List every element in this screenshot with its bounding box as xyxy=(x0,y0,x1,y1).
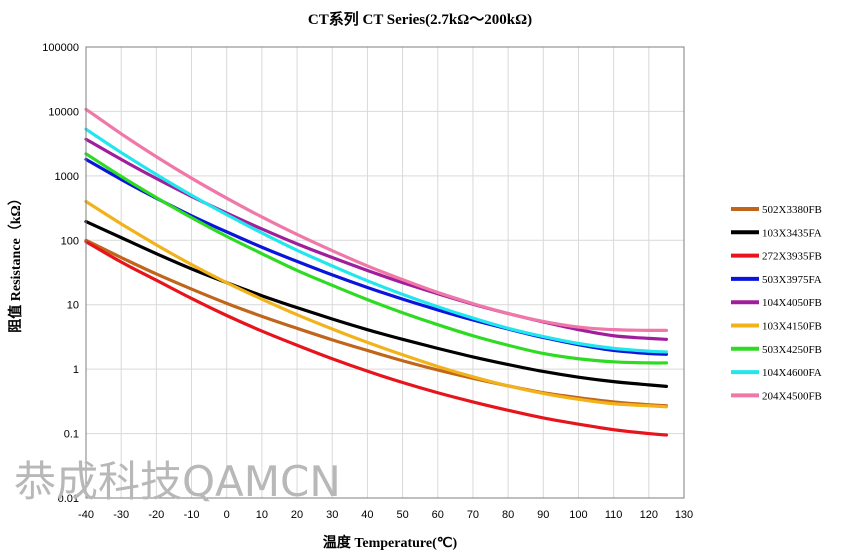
x-axis-label: 温度 Temperature(℃) xyxy=(323,534,458,551)
legend-label: 503X4250FB xyxy=(762,344,822,356)
legend-label: 503X3975FA xyxy=(762,274,822,286)
legend-label: 103X3435FA xyxy=(762,227,822,239)
plot-area-frame xyxy=(85,46,685,499)
legend-label: 204X4500FB xyxy=(762,390,822,402)
y-tick-label: 1000 xyxy=(55,171,79,183)
watermark-text: 恭成科技QAMCN xyxy=(14,457,341,506)
x-tick-label: 10 xyxy=(256,509,268,521)
y-tick-label: 1 xyxy=(73,364,79,376)
x-tick-label: 80 xyxy=(502,509,514,521)
legend-label: 502X3380FB xyxy=(762,204,822,216)
series-line-503X4250FB xyxy=(84,152,669,365)
x-tick-label: 30 xyxy=(326,509,338,521)
series-line-104X4600FA xyxy=(84,127,669,354)
x-tick-label: -40 xyxy=(78,509,94,521)
x-tick-label: 20 xyxy=(291,509,303,521)
x-tick-label: -30 xyxy=(113,509,129,521)
chart-title: CT系列 CT Series(2.7kΩ～200kΩ) xyxy=(308,10,532,28)
y-axis-label: 阻值 Resistance（kΩ） xyxy=(7,191,24,332)
series-line-103X4150FB xyxy=(84,199,669,409)
series-line-272X3935FB xyxy=(84,240,669,437)
series-line-103X3435FA xyxy=(84,220,669,388)
x-tick-label: -10 xyxy=(184,509,200,521)
x-tick-label: 90 xyxy=(537,509,549,521)
x-tick-label: 0 xyxy=(224,509,230,521)
series-line-502X3380FB xyxy=(84,238,669,408)
y-tick-label: 10 xyxy=(67,300,79,312)
x-tick-label: -20 xyxy=(148,509,164,521)
chart-series-lines xyxy=(84,107,669,437)
x-tick-label: 100 xyxy=(569,509,587,521)
legend-label: 104X4600FA xyxy=(762,367,822,379)
x-tick-label: 110 xyxy=(605,509,623,521)
y-axis-ticks: 0.01 0.1 1 10 100 1000 10000 100000 xyxy=(42,42,79,505)
series-line-204X4500FB xyxy=(84,107,669,333)
x-tick-label: 60 xyxy=(432,509,444,521)
y-tick-label: 0.1 xyxy=(64,429,79,441)
x-tick-label: 130 xyxy=(675,509,693,521)
x-axis-ticks: -40 -30 -20 -10 0 10 20 30 40 50 60 70 80 90 100 110 120… xyxy=(78,509,693,521)
y-tick-label: 10000 xyxy=(48,106,79,118)
legend-label: 103X4150FB xyxy=(762,321,822,333)
legend-label: 104X4050FB xyxy=(762,297,822,309)
y-tick-label: 0.01 xyxy=(58,493,79,505)
y-tick-label: 100000 xyxy=(42,42,79,54)
x-tick-label: 120 xyxy=(640,509,658,521)
y-tick-label: 100 xyxy=(61,235,79,247)
x-tick-label: 40 xyxy=(361,509,373,521)
x-tick-label: 70 xyxy=(467,509,479,521)
chart-legend: 502X3380FB 103X3435FA 272X3935FB 503X3975FA… xyxy=(731,204,822,402)
x-tick-label: 50 xyxy=(396,509,408,521)
series-line-104X4050FB xyxy=(84,137,669,341)
legend-label: 272X3935FB xyxy=(762,251,822,263)
